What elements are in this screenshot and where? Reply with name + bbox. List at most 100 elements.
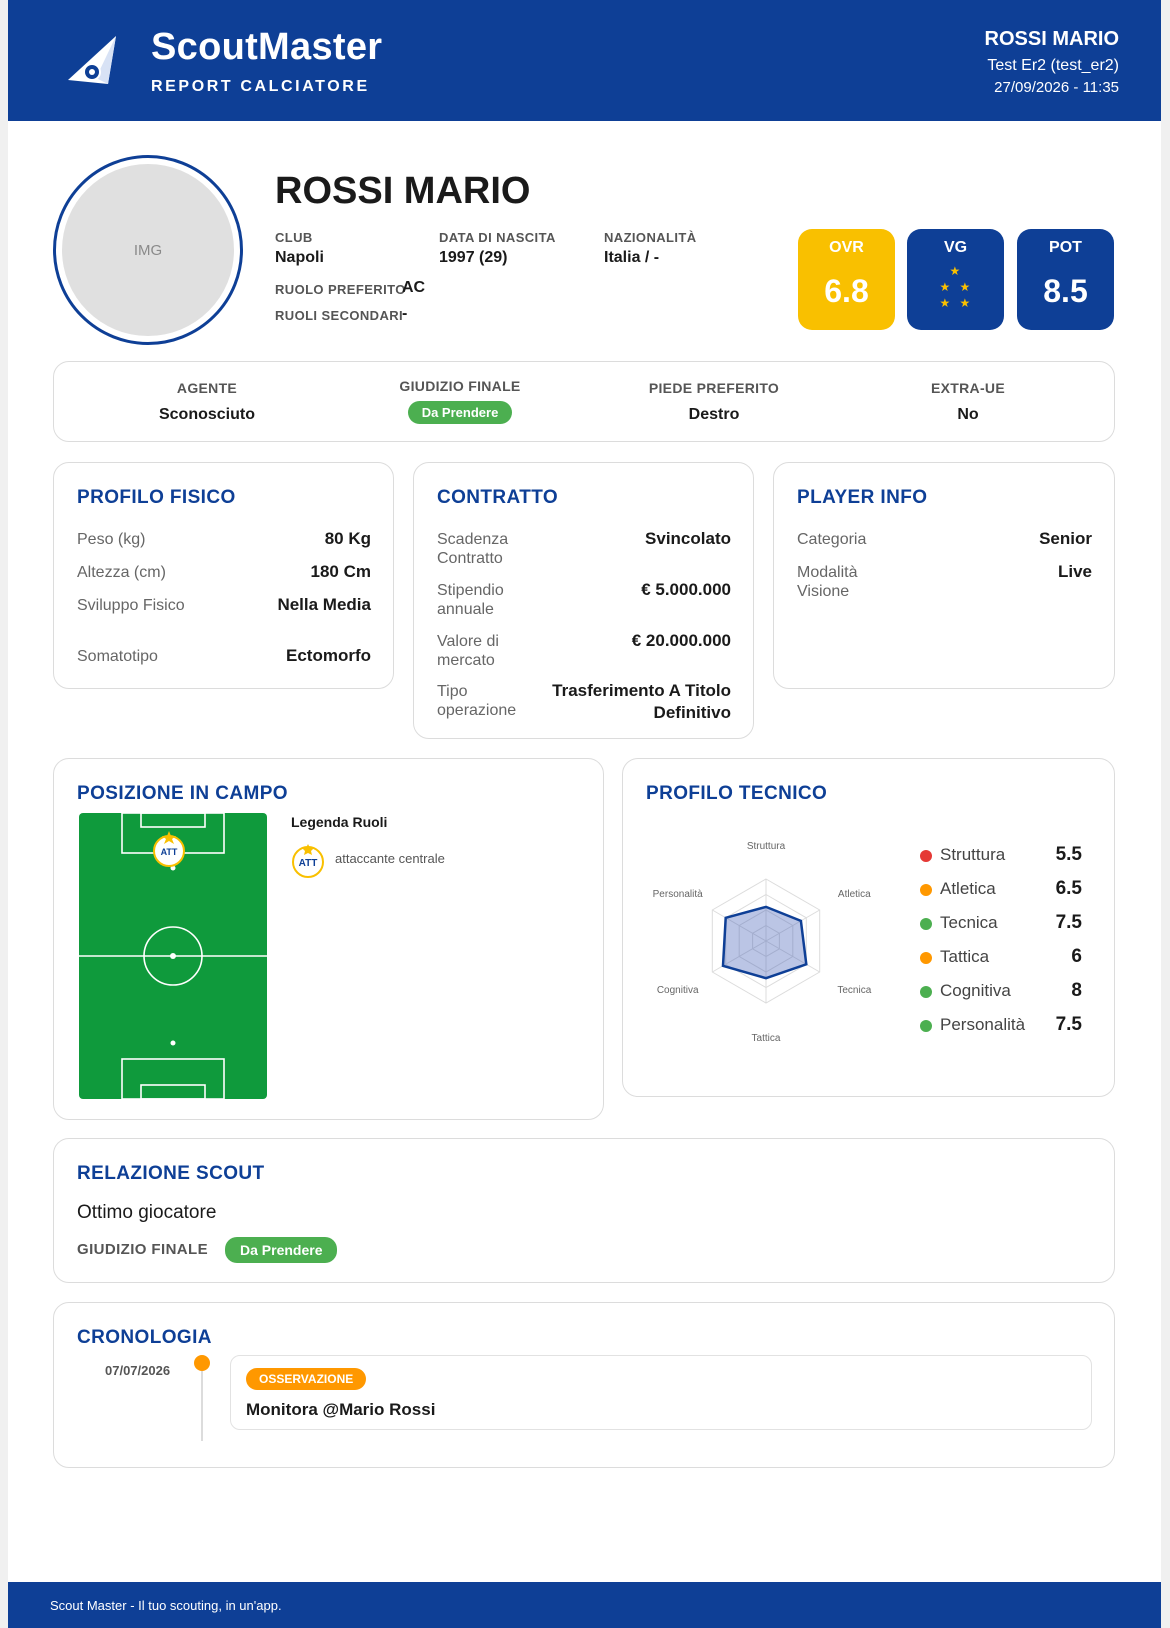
physical-row-label: Somatotipo <box>77 648 158 665</box>
player-name: ROSSI MARIO <box>275 170 531 212</box>
birth-label: DATA DI NASCITA <box>439 230 556 245</box>
vg-score-badge: VG ★ ★ ★ ★ ★ <box>907 229 1004 330</box>
foot-label: PIEDE PREFERITO <box>648 380 780 396</box>
contract-row-label: Stipendio annuale <box>437 582 504 618</box>
technical-profile-card: PROFILO TECNICO Struttura Atletica Tecnica… <box>622 758 1115 1097</box>
vg-star-icon: ★ <box>949 264 961 278</box>
timeline-entry-text: Monitora @Mario Rossi <box>246 1400 436 1419</box>
player-info-row-label: Modalità Visione <box>797 564 858 600</box>
physical-row-value: Nella Media <box>277 595 371 614</box>
birth-value: 1997 (29) <box>439 249 508 266</box>
contract-row-value: € 20.000.000 <box>631 631 731 650</box>
summary-agent: AGENTE Sconosciuto <box>87 380 327 424</box>
vg-star-icon: ★ <box>939 296 951 310</box>
contract-row-label: Tipo operazione <box>437 683 517 719</box>
radar-data-polygon <box>721 905 808 980</box>
legend-att-badge: ATT <box>292 844 324 878</box>
legend-badge-label: ATT <box>299 858 318 869</box>
legend-text: attaccante centrale <box>335 851 445 866</box>
contract-row-value: Svincolato <box>645 529 731 548</box>
skill-dot-icon <box>920 986 932 998</box>
timeline-entry[interactable]: OSSERVAZIONE Monitora @Mario Rossi <box>230 1355 1092 1430</box>
skill-row: Tattica 6 <box>920 946 1082 970</box>
ovr-score-badge: OVR 6.8 <box>798 229 895 330</box>
skill-row: Atletica 6.5 <box>920 878 1082 902</box>
player-avatar: IMG <box>53 155 243 345</box>
skill-value: 6.5 <box>1055 878 1082 899</box>
radar-axis-label: Atletica <box>838 889 871 900</box>
contract-card: CONTRATTO Scadenza Contratto Svincolato … <box>413 462 754 739</box>
foot-value: Destro <box>688 406 740 423</box>
skill-name: Personalità <box>940 1015 1026 1034</box>
summary-foot: PIEDE PREFERITO Destro <box>594 380 834 424</box>
footer-text: Scout Master - Il tuo scouting, in un'ap… <box>50 1598 282 1613</box>
contract-row-value: € 5.000.000 <box>641 580 731 599</box>
pot-label: POT <box>1049 239 1082 256</box>
preferred-role-value: AC <box>402 279 426 296</box>
extra-ue-value: No <box>957 406 979 423</box>
nationality-label: NAZIONALITÀ <box>604 230 697 245</box>
radar-axis-label: Tecnica <box>837 985 871 996</box>
player-info-row-value: Senior <box>1039 529 1092 548</box>
radar-axis <box>712 909 767 942</box>
report-title: RELAZIONE SCOUT <box>77 1163 265 1184</box>
header-account: Test Er2 (test_er2) <box>987 57 1119 74</box>
radar-axis-label: Cognitiva <box>657 985 699 996</box>
summary-verdict: GIUDIZIO FINALE Da Prendere <box>340 378 580 424</box>
physical-row-value: 80 Kg <box>324 529 371 548</box>
player-info-title: PLAYER INFO <box>797 487 928 508</box>
radar-axis-label: Personalità <box>653 889 703 900</box>
contract-row-value: Trasferimento A Titolo Definitivo <box>552 681 731 722</box>
skill-name: Tattica <box>940 947 990 966</box>
physical-row-value: Ectomorfo <box>286 646 371 665</box>
scout-report-card: RELAZIONE SCOUT Ottimo giocatore GIUDIZI… <box>53 1138 1115 1283</box>
contract-row-label: Scadenza Contratto <box>437 531 509 567</box>
legend-title: Legenda Ruoli <box>291 814 388 830</box>
physical-profile-card: PROFILO FISICO Peso (kg) 80 Kg Altezza (… <box>53 462 394 689</box>
avatar-placeholder: IMG <box>62 164 234 336</box>
att-marker-label: ATT <box>161 847 178 857</box>
timeline-line <box>201 1371 203 1441</box>
att-position-marker: ATT <box>153 831 185 867</box>
skill-dot-icon <box>920 884 932 896</box>
skill-name: Struttura <box>940 845 1006 864</box>
pot-score-badge: POT 8.5 <box>1017 229 1114 330</box>
position-title: POSIZIONE IN CAMPO <box>77 783 288 804</box>
club-label: CLUB <box>275 230 313 245</box>
vg-star-icon: ★ <box>939 280 951 294</box>
radar-axis-label: Tattica <box>752 1033 781 1044</box>
skill-row: Personalità 7.5 <box>920 1014 1082 1038</box>
physical-row-value: 180 Cm <box>310 562 371 581</box>
vg-stars: ★ ★ ★ ★ ★ <box>936 265 976 311</box>
skill-dot-icon <box>920 1020 932 1032</box>
skill-name: Atletica <box>940 879 996 898</box>
timeline-title: CRONOLOGIA <box>77 1327 212 1348</box>
skill-dot-icon <box>920 850 932 862</box>
skill-row: Struttura 5.5 <box>920 844 1082 868</box>
vg-star-icon: ★ <box>959 280 971 294</box>
player-info-row-value: Live <box>1057 562 1092 581</box>
secondary-roles-value: - <box>402 305 408 322</box>
vg-label: VG <box>943 239 968 256</box>
skill-dot-icon <box>920 952 932 964</box>
header: ScoutMaster REPORT CALCIATORE ROSSI MARI… <box>8 0 1161 121</box>
report-verdict-pill: Da Prendere <box>225 1237 338 1263</box>
summary-card: AGENTE Sconosciuto GIUDIZIO FINALE Da Pr… <box>53 361 1115 442</box>
skill-value: 7.5 <box>1055 912 1082 933</box>
footer: Scout Master - Il tuo scouting, in un'ap… <box>8 1582 1161 1628</box>
summary-extra-ue: EXTRA-UE No <box>848 380 1088 424</box>
agent-value: Sconosciuto <box>158 406 255 423</box>
position-card: POSIZIONE IN CAMPO ATT Legenda Ruoli <box>53 758 604 1120</box>
radar-chart: Struttura Atletica Tecnica Tattica Cognitiva… <box>653 841 872 1044</box>
pot-value: 8.5 <box>1043 273 1088 309</box>
skill-value: 8 <box>1071 980 1082 1001</box>
physical-title: PROFILO FISICO <box>77 487 236 508</box>
timeline-date: 07/07/2026 <box>105 1363 171 1378</box>
header-datetime: 27/09/2026 - 11:35 <box>994 79 1119 96</box>
radar-axis-label: Struttura <box>747 841 786 852</box>
vg-star-icon: ★ <box>959 296 971 310</box>
contract-title: CONTRATTO <box>437 487 559 508</box>
radar-axis <box>765 940 820 973</box>
header-user-name: ROSSI MARIO <box>984 28 1119 50</box>
nationality-value: Italia / - <box>604 249 660 266</box>
